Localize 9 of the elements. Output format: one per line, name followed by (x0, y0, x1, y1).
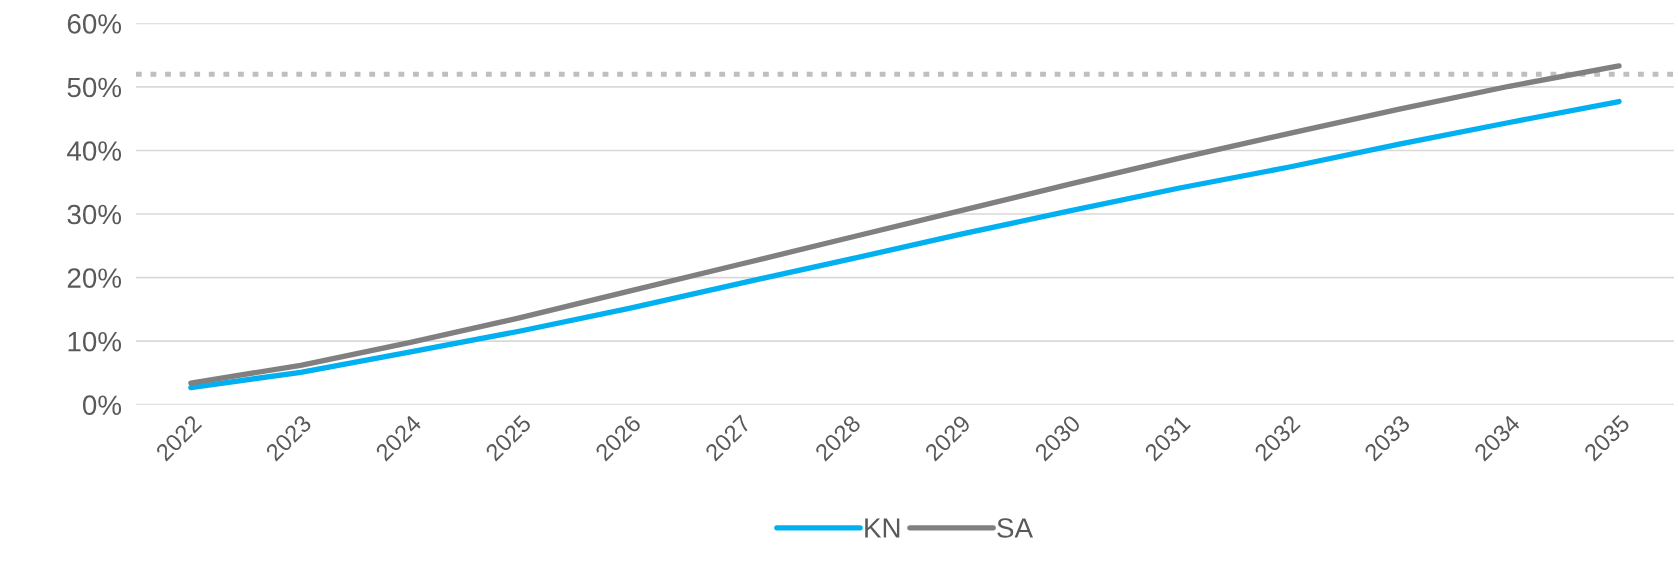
legend-label: SA (997, 518, 1033, 538)
y-tick-label: 50% (67, 77, 122, 98)
y-tick-label: 0% (82, 395, 122, 416)
y-tick-label: 20% (67, 268, 122, 288)
y-tick-label: 60% (67, 14, 122, 34)
y-tick-label: 30% (67, 204, 122, 225)
y-tick-label: 10% (68, 331, 122, 352)
legend-label: KN (865, 518, 900, 538)
y-tick-label: 40% (67, 141, 122, 161)
